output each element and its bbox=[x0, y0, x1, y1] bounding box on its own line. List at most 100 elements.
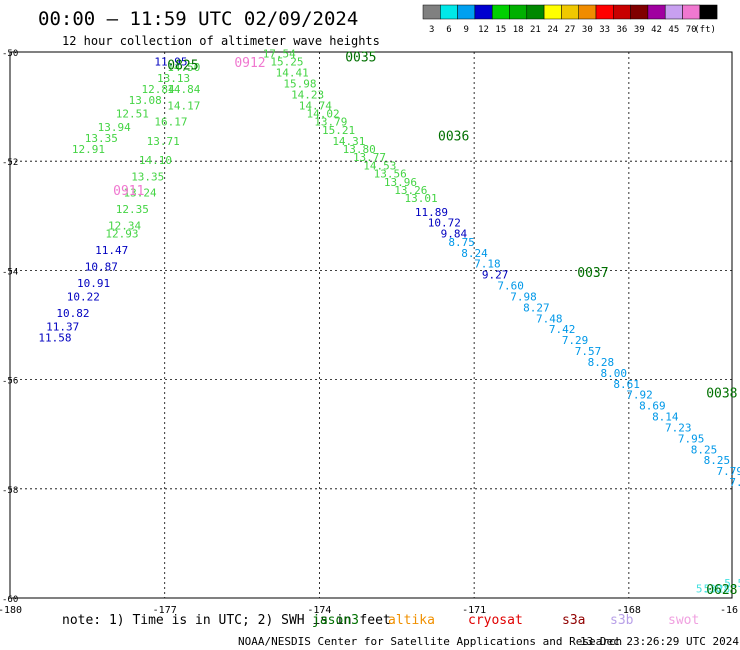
swh-value: 13.01 bbox=[405, 192, 438, 205]
footer-credit: NOAA/NESDIS Center for Satellite Applica… bbox=[238, 635, 622, 648]
satellite-label: s3b bbox=[610, 613, 634, 628]
legend-swatch bbox=[509, 4, 528, 20]
legend-swatch bbox=[595, 4, 614, 20]
x-tick-label: -171 bbox=[462, 605, 486, 616]
y-tick-label: -58 bbox=[2, 486, 18, 496]
swh-value: 13.24 bbox=[123, 187, 156, 200]
swh-value: 9.84 bbox=[441, 228, 468, 241]
swh-value: 14.10 bbox=[139, 154, 172, 167]
plot-frame bbox=[9, 51, 733, 599]
x-tick-label: -177 bbox=[153, 605, 177, 616]
swh-value: 7.79 bbox=[717, 465, 740, 478]
legend-swatch bbox=[561, 4, 579, 20]
legend-swatch bbox=[578, 4, 597, 20]
legend-label: 30 bbox=[582, 25, 593, 35]
time-label: 0035 bbox=[345, 50, 376, 65]
swh-value: 8.24 bbox=[461, 247, 488, 260]
swh-value: 15.98 bbox=[283, 77, 316, 90]
legend-label: 36 bbox=[617, 25, 628, 35]
swh-value: 7.57 bbox=[575, 345, 602, 358]
satellite-label: altika bbox=[388, 613, 435, 628]
swh-value: 8.61 bbox=[613, 378, 640, 391]
satellite-label: cryosat bbox=[468, 613, 523, 628]
time-label: 0825 bbox=[167, 59, 198, 74]
swh-value: 10.82 bbox=[56, 307, 89, 320]
swh-value: 7.95 bbox=[678, 432, 705, 445]
time-label: 0036 bbox=[438, 130, 469, 145]
swh-value: 15.25 bbox=[270, 56, 303, 69]
swh-value: 5.58 bbox=[724, 577, 740, 590]
swh-value: 5.28 bbox=[704, 583, 731, 596]
swh-value: 12.84 bbox=[142, 83, 175, 96]
x-tick-label: -16 bbox=[720, 605, 738, 616]
swh-value: 13.35 bbox=[131, 170, 164, 183]
swh-value: 16.17 bbox=[154, 116, 187, 129]
swh-value: 14.74 bbox=[299, 99, 332, 112]
y-tick-label: -50 bbox=[2, 49, 18, 59]
swh-value: 10.87 bbox=[85, 260, 118, 273]
swh-value: 12.93 bbox=[105, 228, 138, 241]
swh-value: 14.02 bbox=[307, 108, 340, 121]
swh-value: 7.42 bbox=[549, 323, 576, 336]
axis-ticks: -180 -177 -174 -171 -168 -16 -50 -52 -54 -56 -58 -6… bbox=[0, 49, 738, 616]
legend-label: 21 bbox=[530, 25, 541, 35]
legend-label: 3 bbox=[429, 25, 434, 35]
data-points: 17.5415.2514.4115.9814.2314.7414.0213.79… bbox=[38, 47, 740, 595]
color-legend: 3 6 9 12 15 18 21 24 27 30 33 36 39 42 45 70(ft) bbox=[422, 4, 718, 35]
swh-value: 13.13 bbox=[157, 72, 190, 85]
legend-swatch bbox=[457, 4, 476, 20]
page-subtitle: 12 hour collection of altimeter wave hei… bbox=[62, 34, 380, 48]
swh-value: 14.41 bbox=[276, 67, 309, 80]
swh-value: 12.51 bbox=[116, 108, 149, 121]
swh-value: 8.28 bbox=[588, 356, 615, 369]
x-tick-label: -180 bbox=[0, 605, 22, 616]
satellite-label: swot bbox=[668, 613, 699, 628]
swh-value: 11.89 bbox=[415, 206, 448, 219]
time-label: 0912 bbox=[234, 56, 265, 71]
legend-swatch bbox=[491, 4, 510, 20]
legend-label: 39 bbox=[634, 25, 645, 35]
swh-value: 11.37 bbox=[46, 320, 79, 333]
legend-swatch bbox=[526, 4, 545, 20]
swh-value: 13.79 bbox=[314, 116, 347, 129]
legend-label: 24 bbox=[547, 25, 558, 35]
swh-value: 8.25 bbox=[691, 443, 718, 456]
legend-unit: (ft) bbox=[694, 25, 716, 35]
swh-value: 14.84 bbox=[167, 83, 200, 96]
y-tick-label: -60 bbox=[2, 595, 18, 605]
swh-value: 11.47 bbox=[95, 244, 128, 257]
time-label: 0037 bbox=[577, 266, 608, 281]
swh-value: 7.60 bbox=[497, 280, 523, 293]
swh-value: 7.18 bbox=[474, 258, 501, 271]
legend-swatch bbox=[699, 4, 718, 20]
legend-label: 27 bbox=[565, 25, 576, 35]
legend-swatch bbox=[647, 4, 666, 20]
swh-value: 13.94 bbox=[98, 121, 131, 134]
legend-label: 6 bbox=[446, 25, 451, 35]
swh-value: 13.35 bbox=[85, 132, 118, 145]
swh-value: 13.08 bbox=[129, 94, 162, 107]
x-tick-label: -168 bbox=[617, 605, 641, 616]
swh-value: 8.25 bbox=[704, 454, 731, 467]
legend-swatch bbox=[664, 4, 683, 20]
swh-value: 14.17 bbox=[167, 99, 200, 112]
swh-value: 8.27 bbox=[523, 301, 550, 314]
swh-value: 13.77 bbox=[353, 151, 386, 164]
swh-value: 13.80 bbox=[343, 143, 376, 156]
legend-label: 9 bbox=[464, 25, 469, 35]
swh-value: 9.27 bbox=[482, 269, 509, 282]
legend-label: 42 bbox=[651, 25, 662, 35]
swh-value: 8.69 bbox=[639, 400, 666, 413]
legend-label: 33 bbox=[599, 25, 610, 35]
satellite-legend: jason3 altika cryosat s3a s3b swot bbox=[312, 613, 699, 628]
swh-value: 14.23 bbox=[291, 88, 324, 101]
time-label: 0038 bbox=[706, 386, 737, 401]
swh-value: 17.54 bbox=[263, 47, 296, 60]
swh-value: 14.53 bbox=[363, 159, 396, 172]
time-label: 0628 bbox=[706, 583, 737, 598]
time-labels: 0825 0912 0035 0036 0911 0037 0038 0628 bbox=[113, 50, 737, 597]
swh-value: 8.00 bbox=[600, 367, 627, 380]
swh-value: 10.91 bbox=[77, 277, 110, 290]
x-tick-label: -174 bbox=[307, 605, 331, 616]
